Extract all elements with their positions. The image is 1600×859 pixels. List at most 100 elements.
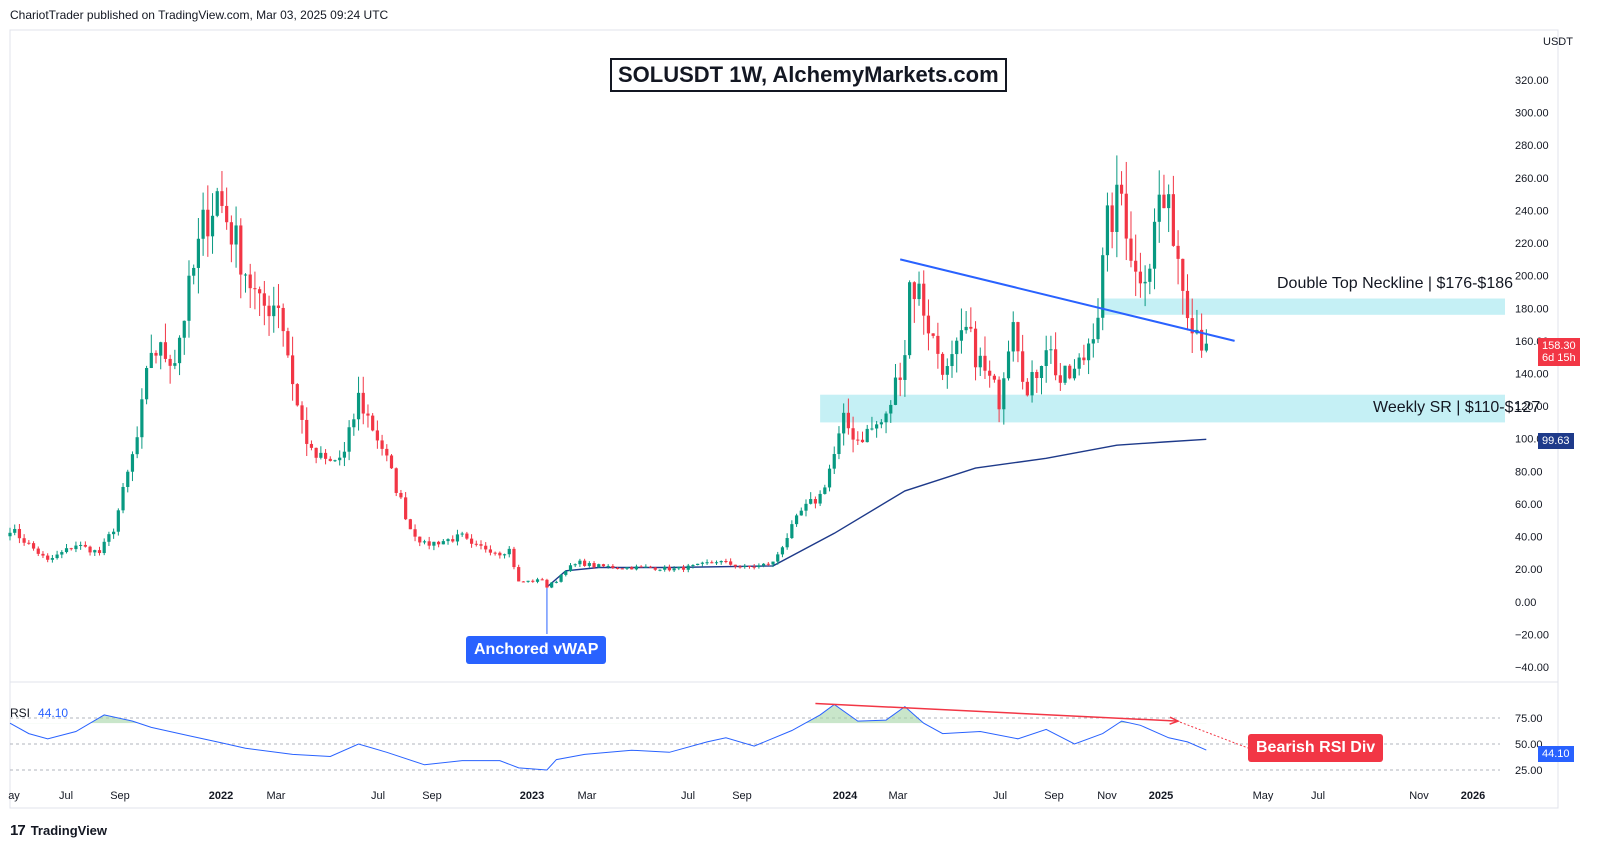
- candle[interactable]: [1119, 171, 1124, 206]
- candle[interactable]: [1058, 363, 1062, 391]
- anchored-vwap-label[interactable]: Anchored vWAP: [466, 636, 607, 664]
- candle[interactable]: [97, 546, 102, 556]
- candle[interactable]: [83, 541, 87, 548]
- candle[interactable]: [762, 563, 766, 568]
- candle[interactable]: [587, 561, 591, 568]
- candle[interactable]: [568, 563, 573, 572]
- candle[interactable]: [1016, 321, 1020, 363]
- candle[interactable]: [634, 564, 639, 571]
- candle[interactable]: [286, 327, 290, 358]
- candle[interactable]: [1134, 234, 1138, 297]
- candle[interactable]: [60, 550, 64, 559]
- candle[interactable]: [1181, 258, 1185, 315]
- candle[interactable]: [1129, 211, 1133, 268]
- candle[interactable]: [903, 339, 907, 397]
- candle[interactable]: [64, 543, 69, 554]
- candle[interactable]: [1068, 364, 1072, 380]
- candle[interactable]: [973, 321, 978, 381]
- candle[interactable]: [371, 413, 375, 432]
- chart-title-box[interactable]: SOLUSDT 1W, AlchemyMarkets.com: [610, 58, 1007, 92]
- candle[interactable]: [705, 559, 709, 565]
- candle[interactable]: [441, 539, 445, 545]
- candle[interactable]: [347, 420, 351, 461]
- candle[interactable]: [733, 564, 737, 569]
- candle[interactable]: [8, 527, 12, 541]
- candle[interactable]: [159, 341, 163, 370]
- candle[interactable]: [418, 536, 422, 547]
- candle[interactable]: [121, 482, 125, 514]
- candle[interactable]: [611, 564, 615, 570]
- candle[interactable]: [1101, 247, 1105, 331]
- candle[interactable]: [832, 446, 836, 475]
- candle[interactable]: [192, 264, 196, 285]
- candle[interactable]: [1025, 378, 1029, 397]
- candle[interactable]: [955, 337, 959, 373]
- candle[interactable]: [1044, 335, 1048, 383]
- candle[interactable]: [780, 545, 785, 558]
- candle[interactable]: [177, 335, 182, 376]
- candle[interactable]: [281, 303, 285, 347]
- candle[interactable]: [291, 336, 295, 401]
- candle[interactable]: [945, 358, 949, 389]
- candle[interactable]: [1143, 265, 1147, 307]
- candle[interactable]: [771, 561, 775, 568]
- candle[interactable]: [432, 541, 436, 551]
- candle[interactable]: [102, 538, 106, 556]
- candle[interactable]: [460, 531, 464, 537]
- candle[interactable]: [813, 496, 818, 509]
- candle[interactable]: [615, 567, 620, 570]
- candle[interactable]: [309, 440, 314, 451]
- candle[interactable]: [493, 551, 497, 556]
- candle[interactable]: [243, 273, 248, 293]
- candle[interactable]: [856, 431, 860, 446]
- candle[interactable]: [1035, 369, 1039, 393]
- candle[interactable]: [851, 416, 855, 453]
- candle[interactable]: [1086, 338, 1091, 375]
- candle[interactable]: [300, 401, 304, 434]
- candle[interactable]: [385, 444, 389, 462]
- candle[interactable]: [498, 551, 502, 559]
- candle[interactable]: [399, 489, 403, 500]
- candle[interactable]: [696, 563, 700, 566]
- candle[interactable]: [1105, 192, 1110, 272]
- candle[interactable]: [964, 311, 968, 334]
- candle[interactable]: [154, 350, 158, 364]
- candle[interactable]: [785, 533, 789, 550]
- candle[interactable]: [502, 553, 507, 559]
- candle[interactable]: [889, 400, 893, 423]
- candle[interactable]: [1077, 353, 1081, 376]
- candle[interactable]: [258, 286, 262, 317]
- candle[interactable]: [794, 513, 799, 527]
- candle[interactable]: [879, 419, 883, 429]
- candle[interactable]: [1176, 230, 1180, 285]
- candle[interactable]: [1157, 170, 1161, 243]
- candle[interactable]: [112, 528, 116, 539]
- candle[interactable]: [1054, 332, 1058, 381]
- bearish-rsi-div-label[interactable]: Bearish RSI Div: [1248, 734, 1384, 762]
- candle[interactable]: [804, 499, 808, 517]
- candle[interactable]: [884, 411, 888, 434]
- anchored-vwap-line[interactable]: [546, 438, 1207, 588]
- double-top-neckline-label[interactable]: Double Top Neckline | $176-$186: [1277, 275, 1514, 292]
- candle[interactable]: [521, 581, 525, 583]
- candle[interactable]: [583, 558, 587, 567]
- candle[interactable]: [950, 340, 954, 378]
- candle[interactable]: [206, 185, 210, 257]
- candle[interactable]: [752, 563, 756, 570]
- weekly_sr-zone[interactable]: [820, 394, 1505, 423]
- candle[interactable]: [714, 560, 719, 566]
- candle[interactable]: [997, 376, 1001, 423]
- candle[interactable]: [940, 352, 945, 381]
- candle[interactable]: [149, 334, 153, 369]
- candle[interactable]: [17, 524, 22, 544]
- candle[interactable]: [1006, 340, 1011, 381]
- candle[interactable]: [253, 271, 257, 310]
- candle[interactable]: [1167, 184, 1171, 233]
- candle[interactable]: [375, 420, 379, 449]
- candle[interactable]: [507, 546, 511, 558]
- candle[interactable]: [710, 560, 714, 564]
- candle[interactable]: [653, 566, 657, 571]
- candle[interactable]: [328, 456, 332, 462]
- candle[interactable]: [917, 271, 921, 306]
